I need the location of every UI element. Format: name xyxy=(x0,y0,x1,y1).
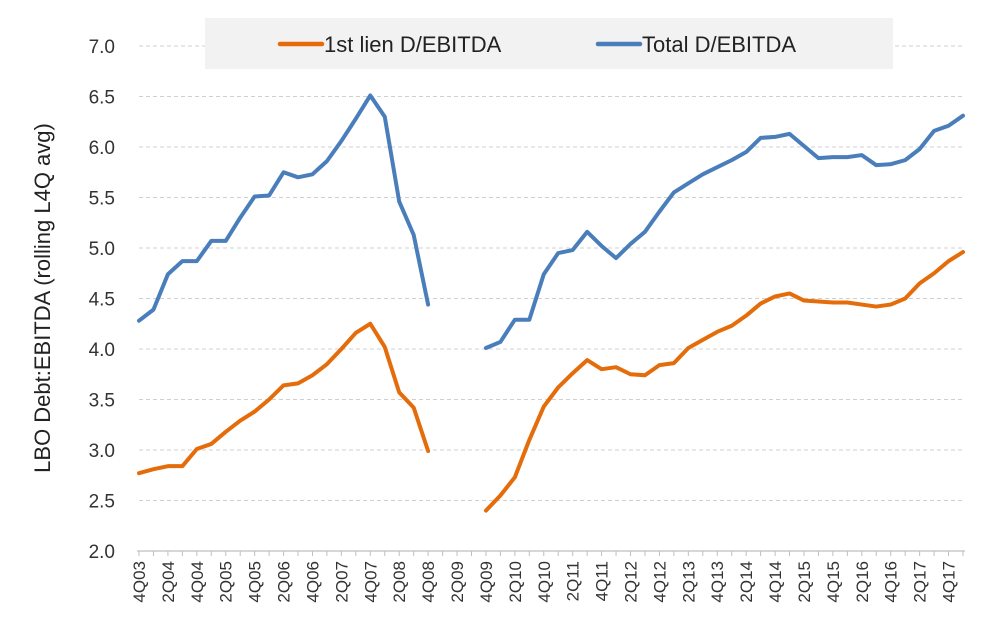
x-tick-label: 2Q15 xyxy=(795,561,814,603)
x-tick-label: 4Q15 xyxy=(824,561,843,603)
x-tick-label: 4Q14 xyxy=(766,561,785,603)
x-tick-label: 2Q14 xyxy=(737,561,756,603)
y-tick-label: 6.5 xyxy=(89,88,115,109)
y-tick-label: 4.5 xyxy=(89,290,115,311)
x-tick-label: 2Q13 xyxy=(679,561,698,603)
x-tick-label: 4Q09 xyxy=(477,561,496,603)
x-tick-label: 2Q10 xyxy=(506,561,525,603)
legend: 1st lien D/EBITDA Total D/EBITDA xyxy=(205,18,893,69)
y-tick-label: 3.0 xyxy=(89,441,115,462)
axes: 2.0 2.5 3.0 3.5 4.0 4.5 5.0 5.5 6.0 6.5 7.0 4Q03 2Q0… xyxy=(89,37,965,603)
x-tick-label: 2Q04 xyxy=(159,561,178,603)
y-axis-title: LBO Debt:EBITDA (rolling L4Q avg) xyxy=(30,123,55,473)
x-tick-label: 4Q05 xyxy=(246,561,265,603)
x-tick-label: 4Q16 xyxy=(882,561,901,603)
series-lines xyxy=(137,93,965,513)
y-tick-label: 7.0 xyxy=(89,37,115,58)
x-tick-label: 4Q12 xyxy=(650,561,669,603)
x-tick-label: 4Q08 xyxy=(419,561,438,603)
series-line-1st-lien-d-ebitda xyxy=(137,250,965,513)
x-tick-label: 2Q05 xyxy=(217,561,236,603)
x-tick-label: 2Q06 xyxy=(275,561,294,603)
x-tick-label: 4Q03 xyxy=(130,561,149,603)
y-tick-label: 5.0 xyxy=(89,239,115,260)
x-tick-label: 4Q07 xyxy=(361,561,380,603)
x-tick-label: 2Q12 xyxy=(622,561,641,603)
y-tick-label: 4.0 xyxy=(89,340,115,361)
legend-label: Total D/EBITDA xyxy=(642,32,796,57)
y-tick-label: 5.5 xyxy=(89,189,115,210)
x-tick-label: 4Q11 xyxy=(593,561,612,601)
x-tick-label: 2Q08 xyxy=(390,561,409,603)
series-line-total-d-ebitda xyxy=(137,93,965,350)
x-tick-label: 4Q13 xyxy=(708,561,727,603)
y-tick-label: 2.0 xyxy=(89,542,115,563)
legend-label: 1st lien D/EBITDA xyxy=(324,32,502,57)
x-tick-label: 4Q04 xyxy=(188,561,207,603)
x-tick-label: 4Q06 xyxy=(303,561,322,603)
x-tick-label: 2Q17 xyxy=(911,561,930,603)
y-tick-label: 2.5 xyxy=(89,492,115,513)
x-tick-label: 2Q16 xyxy=(853,561,872,603)
y-tick-label: 6.0 xyxy=(89,138,115,159)
x-tick-label: 4Q17 xyxy=(940,561,959,603)
x-tick-label: 2Q07 xyxy=(332,561,351,603)
x-tick-label: 4Q10 xyxy=(535,561,554,603)
gridlines xyxy=(139,45,963,501)
x-tick-label: 2Q11 xyxy=(564,561,583,601)
y-tick-label: 3.5 xyxy=(89,391,115,412)
x-tick-label: 2Q09 xyxy=(448,561,467,603)
